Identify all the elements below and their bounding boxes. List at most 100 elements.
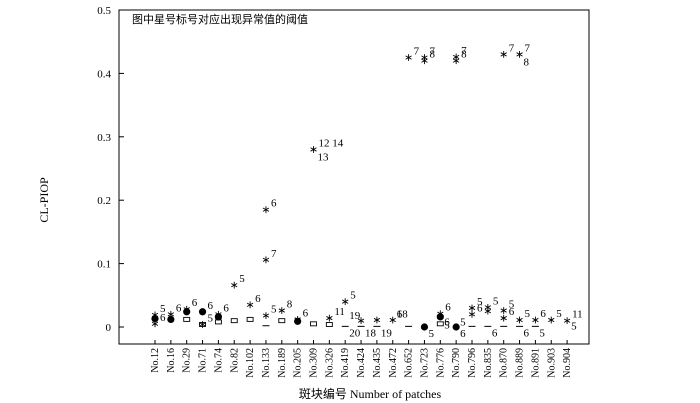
x-tick-label: No.889 xyxy=(515,348,526,378)
box-marker xyxy=(278,318,286,324)
star-marker xyxy=(167,312,175,317)
point-label: 6 xyxy=(192,297,198,309)
point-label: 7 xyxy=(461,45,467,57)
x-tick-label: No.419 xyxy=(340,348,351,378)
x-tick-label: No.12 xyxy=(150,348,161,373)
point-label: 8 xyxy=(461,49,467,61)
point-label: 6 xyxy=(540,308,546,320)
star-marker xyxy=(246,302,254,307)
x-tick-label: No.891 xyxy=(530,348,541,378)
x-tick-label: No.16 xyxy=(166,348,177,373)
point-label: 5 xyxy=(239,273,245,285)
point-label: 5 xyxy=(160,303,166,315)
point-label: 5 xyxy=(571,321,577,333)
star-marker xyxy=(199,309,206,314)
star-marker xyxy=(278,308,285,313)
point-label: 6 xyxy=(477,302,483,314)
y-tick-label: 0.1 xyxy=(97,259,111,271)
point-label: 18 xyxy=(365,327,377,339)
star-marker xyxy=(151,312,159,318)
star-marker xyxy=(310,147,317,152)
star-marker xyxy=(500,316,507,321)
point-label: 6 xyxy=(223,302,229,314)
point-label: 20 xyxy=(349,327,361,339)
x-tick-label: No.652 xyxy=(404,348,415,378)
star-marker xyxy=(357,318,365,323)
x-tick-label: No.326 xyxy=(324,348,335,378)
star-marker xyxy=(516,52,523,57)
box-marker xyxy=(183,316,191,322)
dot-marker xyxy=(420,323,429,331)
star-marker xyxy=(199,322,206,327)
x-tick-label: No.74 xyxy=(213,348,224,373)
x-tick-label: No.472 xyxy=(388,348,399,378)
box-marker xyxy=(246,316,254,322)
star-marker xyxy=(563,318,571,323)
x-tick-label: No.82 xyxy=(229,348,240,373)
x-tick-label: No.435 xyxy=(372,348,383,378)
point-label: 7 xyxy=(414,46,420,58)
star-marker xyxy=(468,305,476,311)
x-tick-label: No.904 xyxy=(562,348,573,378)
dot-marker xyxy=(151,315,159,323)
y-tick-label: 0.5 xyxy=(97,5,111,17)
point-label: 7 xyxy=(525,42,531,54)
x-axis-title: 斑块编号 Number of patches xyxy=(299,386,442,401)
point-label: 7 xyxy=(509,42,515,54)
x-tick-label: No.723 xyxy=(419,348,430,378)
point-label: 18 xyxy=(397,309,409,321)
point-label: 6 xyxy=(492,327,498,339)
point-label: 6 xyxy=(397,309,403,321)
point-label: 11 xyxy=(572,309,583,321)
point-label: 5 xyxy=(271,304,277,316)
y-tick-label: 0 xyxy=(106,322,112,334)
x-tick-label: No.133 xyxy=(261,348,272,378)
star-marker xyxy=(389,317,396,323)
point-label: 13 xyxy=(318,151,330,163)
point-label: 5 xyxy=(477,296,483,308)
point-label: 7 xyxy=(271,248,277,260)
x-tick-label: No.424 xyxy=(356,348,367,378)
star-marker xyxy=(484,305,492,310)
point-label: 6 xyxy=(160,312,166,324)
point-label: 5 xyxy=(556,308,562,320)
star-marker xyxy=(452,58,460,63)
x-tick-label: No.776 xyxy=(435,348,446,378)
x-tick-label: No.835 xyxy=(483,348,494,378)
point-label: 6 xyxy=(444,316,450,328)
plot-frame xyxy=(118,9,590,345)
box-marker xyxy=(214,319,222,325)
point-label: 6 xyxy=(255,293,261,305)
point-label: 6 xyxy=(303,307,309,319)
point-label: 11 xyxy=(334,306,345,318)
x-axis: No.12 No.16 No.29 No.71 No.74 No.82 No.102 No.1… xyxy=(150,340,573,378)
y-tick-label: 0.2 xyxy=(97,195,111,207)
point-label: 5 xyxy=(208,312,214,324)
y-tick-label: 0.4 xyxy=(97,68,111,80)
point-label: 6 xyxy=(176,302,182,314)
x-tick-label: No.189 xyxy=(277,348,288,378)
x-tick-label: No.205 xyxy=(293,348,304,378)
star-marker xyxy=(484,309,492,314)
point-label: 5 xyxy=(428,328,434,340)
star-marker xyxy=(500,308,507,313)
box-marker xyxy=(436,321,444,327)
box-marker xyxy=(325,322,333,327)
star-marker xyxy=(452,54,460,60)
chart-note: 图中星号标号对应出现异常值的阈值 xyxy=(132,12,308,26)
star-marker xyxy=(373,317,381,323)
point-label: 6 xyxy=(524,327,530,339)
point-label: 6 xyxy=(271,198,277,210)
star-marker xyxy=(215,312,222,317)
point-label: 5 xyxy=(493,295,499,307)
point-label: 6 xyxy=(445,302,451,314)
star-marker xyxy=(500,52,507,57)
x-tick-label: No.102 xyxy=(245,348,256,378)
x-tick-label: No.71 xyxy=(198,348,209,373)
point-label: 5 xyxy=(444,319,450,331)
x-tick-label: No.870 xyxy=(499,348,510,378)
point-label: 6 xyxy=(460,328,466,340)
star-marker xyxy=(421,58,428,63)
